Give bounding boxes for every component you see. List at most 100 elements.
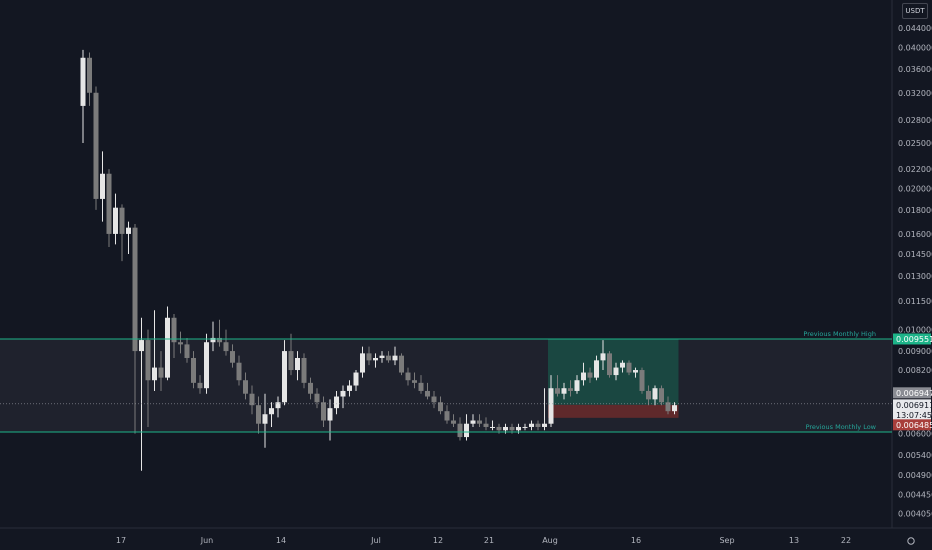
candle-body (132, 227, 138, 352)
candle-body (457, 423, 463, 438)
candle-body (509, 426, 515, 431)
candle-body (587, 372, 593, 378)
candle-body (165, 317, 170, 378)
candle-body (360, 353, 365, 373)
time-tick-label: 21 (484, 536, 494, 545)
candle-body (145, 340, 151, 381)
candle-body (613, 367, 619, 376)
candle-body (87, 57, 92, 93)
time-tick-label: Jul (370, 536, 381, 545)
candle-body (340, 390, 346, 397)
candle-body (652, 388, 658, 400)
candle-body (327, 408, 333, 421)
candle-body (470, 420, 476, 424)
candle-body (217, 337, 222, 343)
candle-body (392, 355, 398, 361)
candle-body (665, 402, 671, 412)
candle-body (106, 173, 112, 234)
candle-body (425, 390, 430, 397)
previous-monthly-high-price-label-bg (893, 333, 931, 345)
candle-body (386, 355, 391, 361)
candle-body (503, 426, 508, 431)
candle-body (256, 405, 261, 424)
candle-body (171, 317, 177, 343)
candle-body (288, 351, 294, 371)
candle-body (119, 207, 125, 234)
candle-body (496, 426, 502, 431)
last-price-label: 0.006947 (896, 389, 932, 398)
candle-body (93, 92, 99, 199)
time-tick-label: 16 (631, 536, 641, 545)
candle-body (197, 382, 203, 389)
candle-body (464, 423, 469, 438)
candle-body (405, 372, 411, 381)
candle-body (230, 351, 235, 363)
stop-price-label-bg (893, 419, 931, 431)
candle-body (451, 420, 456, 424)
candle-body (223, 342, 229, 352)
profit-zone (548, 338, 679, 405)
candle-body (236, 362, 242, 381)
entry-price-bg (893, 399, 931, 421)
candle-body (100, 173, 105, 199)
candle-body (301, 357, 307, 383)
candle-body (314, 393, 320, 403)
candle-body (431, 396, 437, 403)
time-tick-label: 12 (433, 536, 443, 545)
candle-body (555, 388, 560, 394)
candle-body (243, 380, 248, 394)
previous-monthly-low-label: Previous Monthly Low (806, 423, 877, 431)
candle-body (529, 423, 534, 427)
settings-gear-icon (907, 537, 915, 545)
candle-body (522, 426, 528, 428)
candle-body (574, 380, 580, 391)
candle-body (542, 423, 547, 427)
candle-body (347, 385, 352, 391)
entry-price-label: 0.006911 (896, 401, 932, 410)
candle-body (373, 357, 378, 361)
candle-body (113, 207, 118, 234)
candle-body (152, 367, 157, 381)
time-tick-label: 13 (789, 536, 799, 545)
candle-body (477, 420, 482, 424)
time-axis[interactable]: 17 Jun 14 Jul 12 21 Aug 16 Sep 13 22 (116, 536, 915, 545)
countdown-label: 13:07:45 (896, 411, 932, 420)
candle-body (269, 408, 274, 415)
candle-body (672, 405, 677, 412)
candle-body (607, 353, 612, 376)
level-lines: Previous Monthly High Previous Monthly Lo… (0, 330, 892, 433)
candle-body (249, 393, 255, 406)
candle-body (126, 227, 131, 234)
candle-body (353, 372, 359, 386)
candle-body (204, 342, 209, 389)
candle-body (321, 402, 326, 421)
candle-body (295, 357, 300, 371)
candlestick-series (80, 49, 677, 471)
candle-body (262, 414, 268, 424)
candle-body (308, 382, 313, 394)
candle-body (178, 342, 183, 345)
time-tick-label: Jun (200, 536, 214, 545)
candle-body (581, 372, 586, 381)
quote-currency-badge[interactable]: USDT (902, 3, 928, 19)
previous-monthly-high-price-label: 0.009551 (896, 335, 932, 344)
candle-body (139, 340, 144, 352)
candle-body (561, 388, 567, 394)
candle-body (633, 370, 638, 373)
